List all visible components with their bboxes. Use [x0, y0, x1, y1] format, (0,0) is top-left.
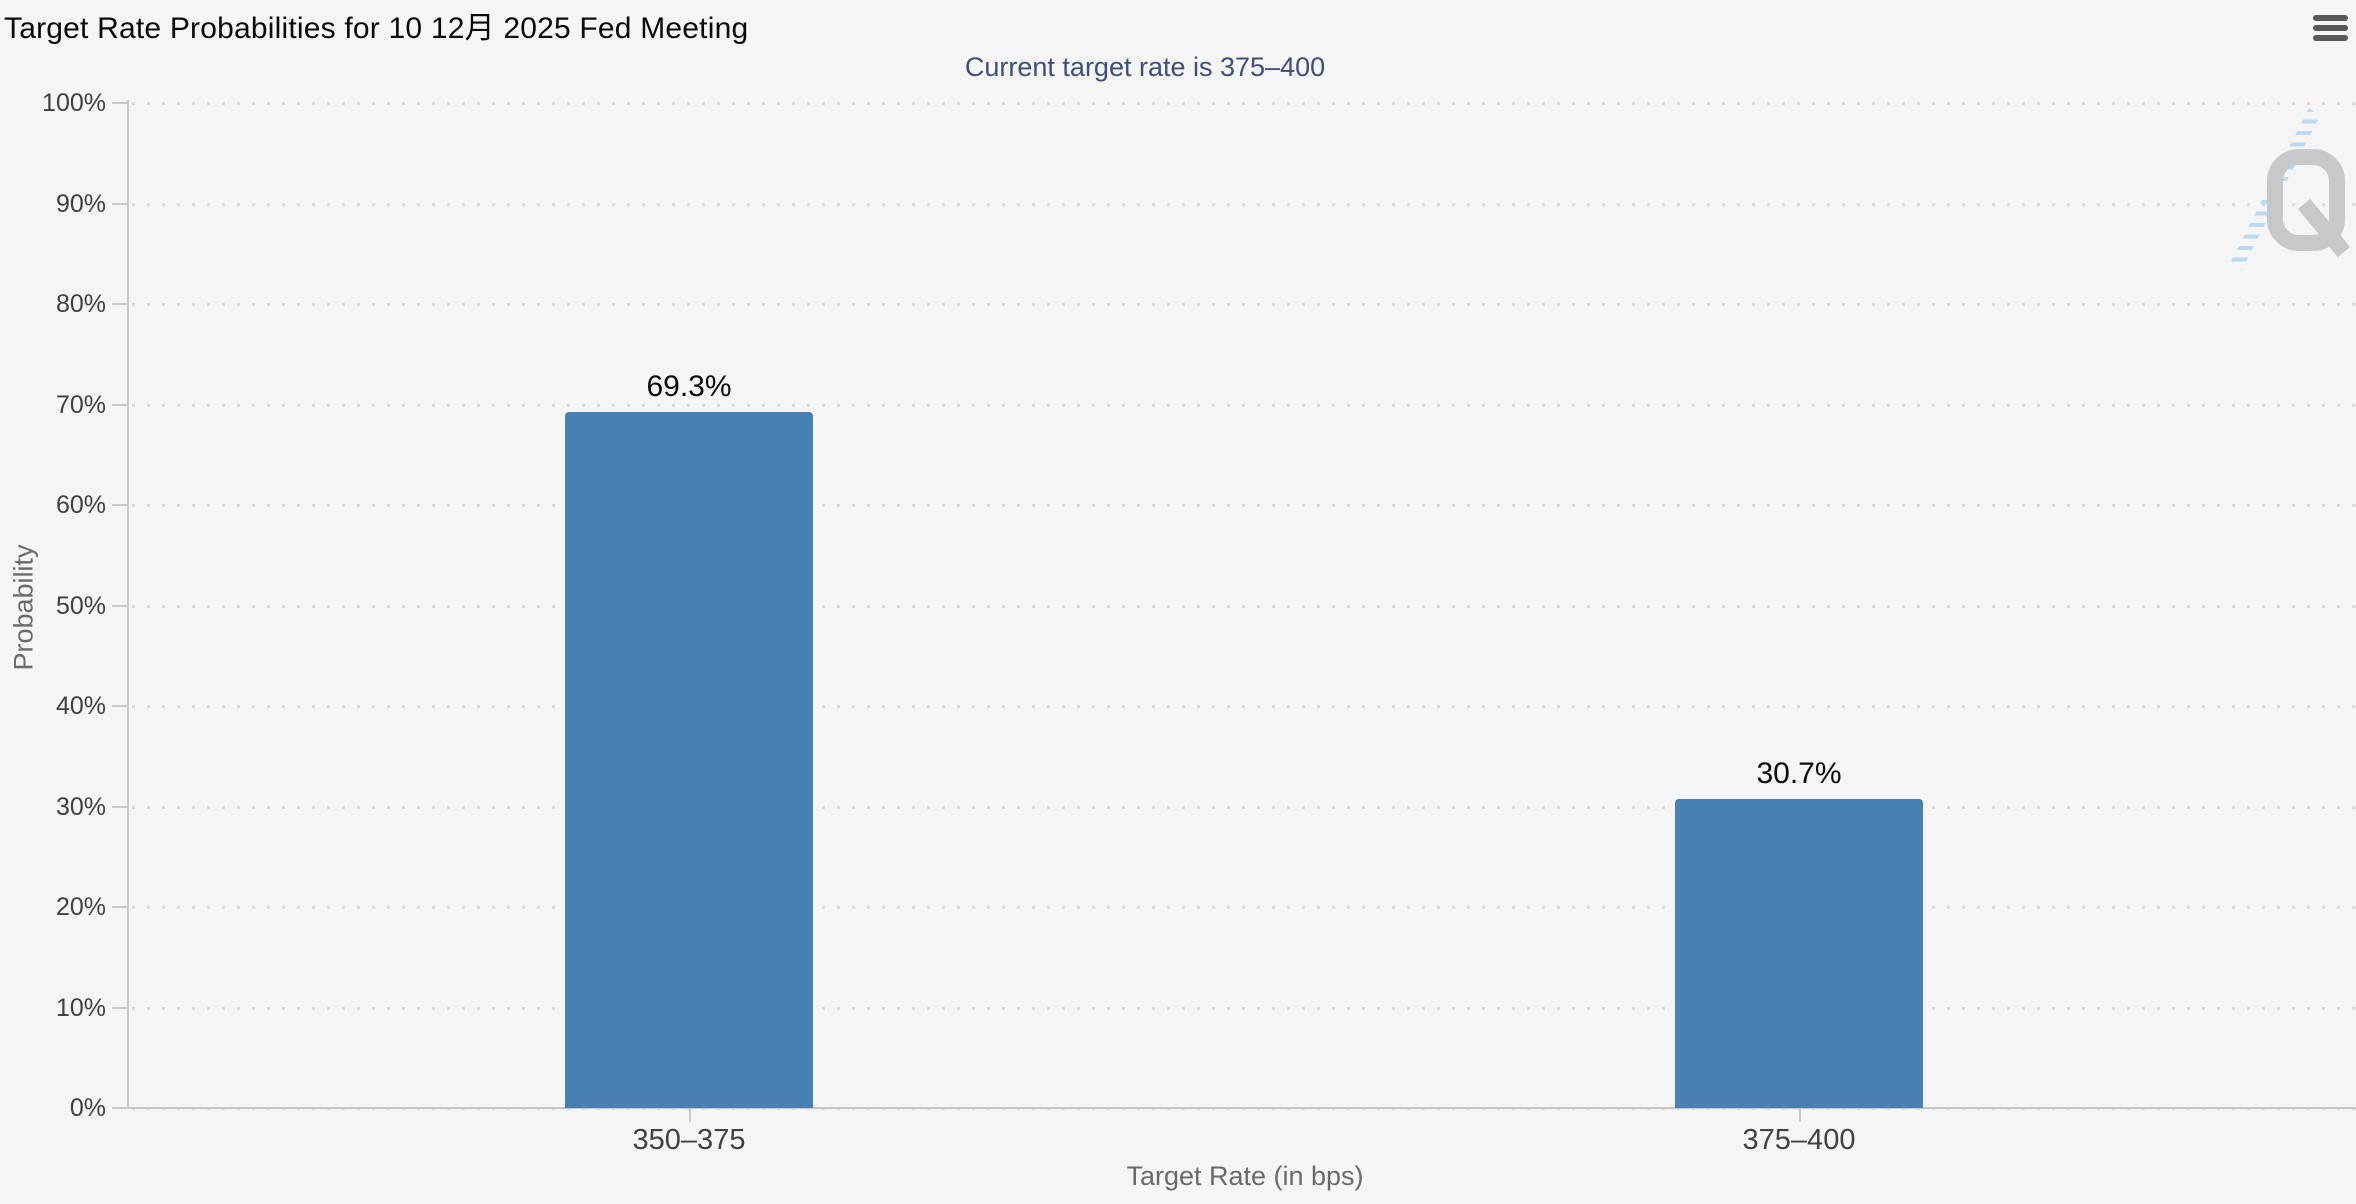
gridline: [132, 705, 2356, 708]
y-axis-tick-label: 100%: [42, 89, 106, 117]
bar-value-label: 30.7%: [1756, 757, 1842, 791]
y-axis-tick: [112, 102, 128, 104]
page-title: Target Rate Probabilities for 10 12月 202…: [4, 12, 749, 45]
y-axis-tick: [112, 705, 128, 707]
menu-bar: [2313, 15, 2348, 21]
y-axis-tick: [112, 906, 128, 908]
gridline: [132, 604, 2356, 608]
watermark-bolt-icon: [2230, 108, 2320, 270]
y-axis-tick: [112, 202, 128, 205]
bar-group-350-375: 69.3% 350–375: [565, 0, 813, 1204]
x-axis-tick: [1799, 1109, 1801, 1122]
quikstrike-q-logo: [2226, 104, 2356, 274]
x-axis-category-label: 350–375: [632, 1124, 746, 1156]
menu-bar: [2313, 25, 2348, 31]
y-axis-tick-label: 0%: [69, 1094, 106, 1122]
bar-375-400[interactable]: [1675, 799, 1923, 1108]
y-axis-tick-label: 20%: [55, 893, 106, 921]
gridline: [132, 102, 2356, 105]
y-axis-tick-label: 70%: [55, 390, 106, 419]
gridline: [132, 202, 2356, 206]
y-axis-tick: [112, 1006, 128, 1009]
y-axis-tick: [112, 403, 128, 406]
y-axis-tick: [112, 604, 128, 607]
y-axis-tick-label: 30%: [55, 792, 106, 821]
hamburger-menu-icon[interactable]: [2308, 8, 2352, 44]
y-axis-tick: [112, 1107, 128, 1109]
chart-subtitle: Current target rate is 375–400: [964, 52, 1326, 82]
x-axis-title: Target Rate (in bps): [1126, 1161, 1364, 1191]
y-axis-tick: [112, 504, 128, 506]
bar-350-375[interactable]: [565, 411, 813, 1108]
y-axis-tick: [112, 805, 128, 808]
y-axis-tick-label: 10%: [55, 993, 106, 1022]
menu-bar: [2313, 35, 2348, 41]
gridline: [132, 906, 2356, 909]
x-axis-line: [127, 1107, 2356, 1109]
y-axis-line: [127, 100, 129, 1109]
gridline: [132, 504, 2356, 507]
y-axis-tick-label: 60%: [55, 491, 106, 519]
y-axis-tick-label: 50%: [55, 591, 106, 620]
x-axis-category-label: 375–400: [1742, 1124, 1856, 1156]
gridline: [132, 303, 2356, 306]
bar-value-label: 69.3%: [646, 369, 732, 403]
bar-group-375-400: 30.7% 375–400: [1675, 0, 1923, 1204]
y-axis-tick: [112, 303, 128, 305]
y-axis-tick-label: 80%: [55, 290, 106, 318]
gridline: [132, 805, 2356, 809]
gridline: [132, 1006, 2356, 1010]
y-axis-tick-label: 90%: [55, 189, 106, 218]
y-axis-tick-label: 40%: [55, 692, 106, 720]
gridline: [132, 403, 2356, 407]
x-axis-tick: [689, 1109, 691, 1122]
